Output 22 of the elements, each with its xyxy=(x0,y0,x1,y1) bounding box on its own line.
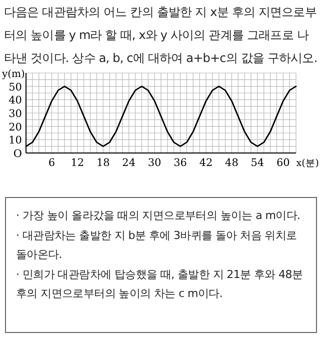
text: · 대관람차는 출발한 지 b분 후에 3바퀴를 돌아 처음 위치로 돌아온다. xyxy=(16,228,298,263)
x-tick-label: 30 xyxy=(148,157,162,169)
x-tick-label: 36 xyxy=(174,157,188,169)
x-tick-label: 42 xyxy=(199,157,213,169)
text: · 가장 높이 올라갔을 때의 지면으로부터의 높이는 a m이다. xyxy=(16,208,302,224)
y-tick-label: 50 xyxy=(8,81,22,94)
y-tick-label: O xyxy=(13,148,22,160)
x-axis-title: x(분) xyxy=(296,158,319,169)
x-tick-label: 48 xyxy=(225,157,238,169)
x-tick-label: 12 xyxy=(70,157,84,169)
x-tick-label: 54 xyxy=(250,157,264,169)
y-tick-label: 30 xyxy=(8,108,22,120)
text: · 민희가 대관람차에 탑승했을 때, 출발한 지 21분 후와 48분 후의 지면으로부터의 높이의 차는 c m이다. xyxy=(16,266,304,302)
chart-title: 다음은 대관람차의 어느 칸의 출발한 지 x분 후의 지면으로부터의 높이를 y m라 할 때, x와 y 사이의 관계를 그래프로 나타낸 것이다. 상수 a, b, c에 대하여 a+b+c의 값을 구하시오. xyxy=(4,4,318,67)
y-tick-label: 40 xyxy=(8,94,22,107)
x-tick-label: 6 xyxy=(48,157,56,169)
x-tick-label: 18 xyxy=(96,157,110,169)
x-tick-label: 24 xyxy=(122,157,136,169)
y-tick-label: 20 xyxy=(8,121,22,134)
y-tick-label: 10 xyxy=(8,134,22,147)
y-axis-title: y(m) xyxy=(1,69,26,80)
x-tick-label: 60 xyxy=(276,157,290,169)
